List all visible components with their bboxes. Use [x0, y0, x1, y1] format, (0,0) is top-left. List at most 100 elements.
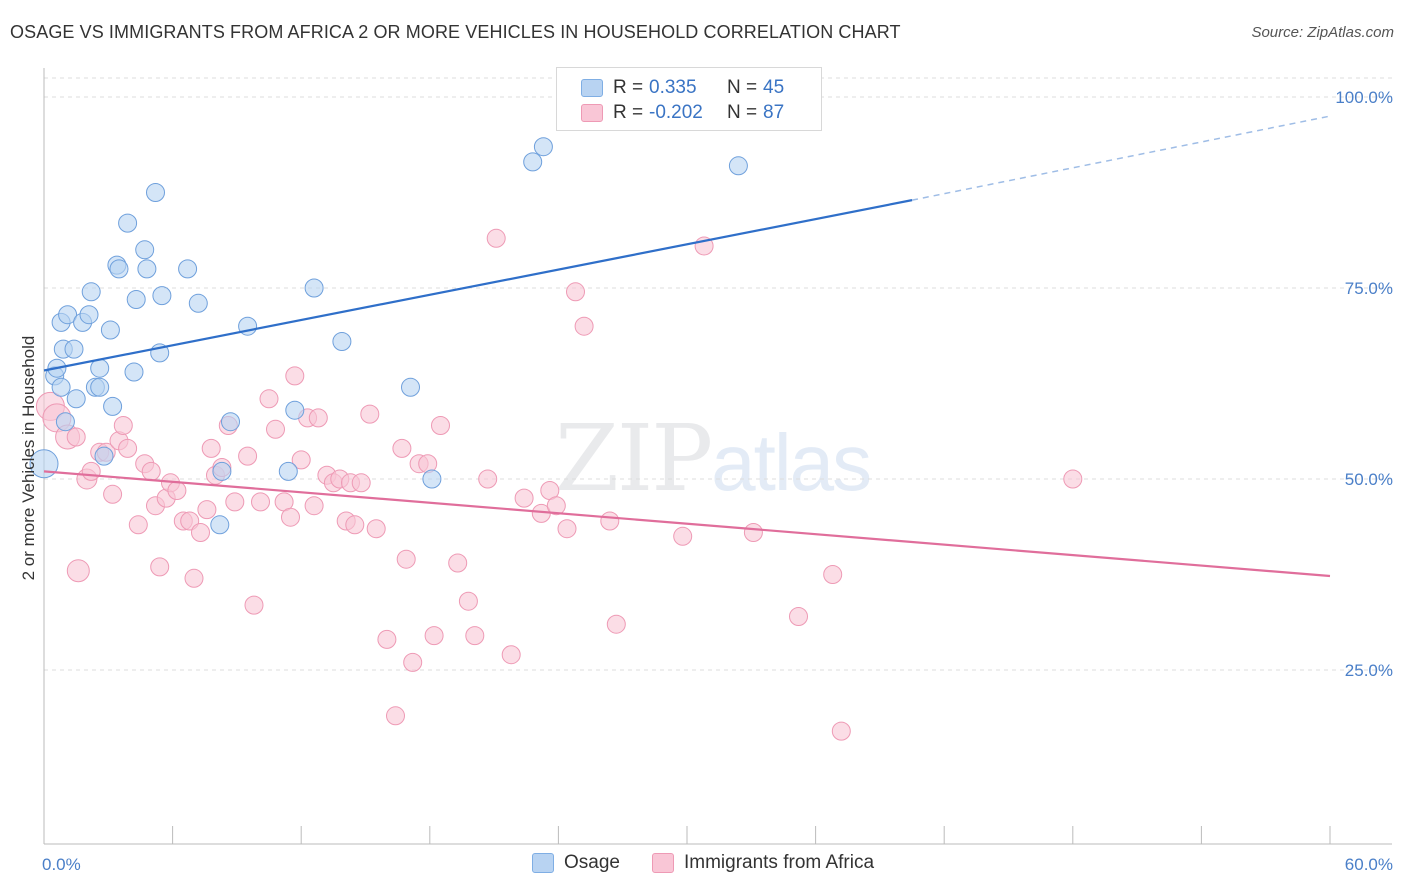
data-point [51, 377, 71, 397]
data-point [66, 559, 90, 583]
data-point [386, 706, 405, 726]
series-osage [29, 137, 748, 535]
data-point [422, 469, 442, 489]
data-point [94, 446, 114, 466]
data-point [728, 156, 748, 176]
data-point [465, 626, 485, 646]
data-point [789, 607, 808, 626]
data-point [184, 568, 204, 588]
data-point [278, 461, 298, 481]
data-point [431, 416, 450, 435]
data-point [743, 523, 763, 542]
watermark: ZIPatlas [555, 405, 872, 512]
data-point [64, 339, 84, 359]
legend-row-osage: R = 0.335 N = 45 [581, 76, 784, 100]
series-immigrants-from-africa [35, 228, 1083, 741]
data-point [514, 488, 534, 508]
data-point [251, 492, 270, 512]
y-tick-label: 25.0% [1345, 661, 1393, 680]
data-point [79, 305, 99, 325]
data-point [150, 557, 170, 577]
trend-line-africa [43, 470, 1331, 578]
data-point [285, 366, 305, 386]
data-point [113, 416, 133, 435]
data-point [351, 473, 371, 493]
data-point [501, 645, 521, 665]
data-point [546, 496, 566, 516]
x-tick-label: 0.0% [42, 855, 81, 874]
data-point [291, 450, 311, 470]
legend-item-osage: Osage [531, 852, 620, 874]
data-point [266, 419, 285, 439]
data-point [81, 282, 101, 302]
data-point [109, 259, 129, 279]
grid-lines [44, 77, 1392, 671]
y-tick-label: 50.0% [1345, 470, 1393, 489]
y-axis-label: 2 or more Vehicles in Household [19, 336, 38, 581]
legend-n-label: N = [727, 102, 758, 123]
legend-n-label: N = [727, 77, 758, 98]
data-point [557, 519, 577, 539]
data-point [308, 408, 328, 428]
trend-lines [43, 115, 1331, 578]
data-point [221, 412, 240, 432]
data-point [58, 305, 78, 325]
data-point [360, 404, 380, 424]
data-point [345, 515, 365, 535]
data-point [304, 496, 324, 516]
data-point [673, 526, 693, 546]
data-point [197, 500, 217, 520]
data-point [103, 396, 123, 416]
data-point [126, 290, 146, 309]
watermark-atlas: atlas [711, 418, 872, 507]
data-point [212, 461, 232, 481]
data-point [118, 438, 138, 458]
data-point [244, 595, 264, 615]
data-point [137, 259, 157, 279]
data-point [448, 553, 468, 573]
data-point [29, 449, 59, 479]
data-point [1063, 469, 1083, 489]
tick-labels: 25.0% 50.0% 75.0% 100.0% 0.0% 60.0% 2 or more … [19, 88, 1393, 874]
data-point [191, 523, 210, 542]
data-point [377, 629, 397, 649]
data-point [285, 400, 305, 420]
legend-swatch-africa [651, 853, 674, 873]
data-point [100, 320, 120, 340]
legend-r-value: 0.335 [649, 77, 697, 98]
legend-n-value: 45 [763, 77, 785, 98]
data-point [167, 481, 187, 500]
data-point [606, 614, 626, 634]
y-tick-label: 75.0% [1345, 279, 1393, 298]
y-tick-label: 100.0% [1335, 88, 1393, 107]
data-point [128, 515, 148, 535]
data-point [55, 412, 75, 432]
data-point [823, 565, 843, 584]
data-point [392, 438, 412, 458]
x-tick-label: 60.0% [1345, 855, 1393, 874]
data-point [152, 286, 172, 306]
data-point [478, 469, 498, 489]
data-point [458, 591, 478, 611]
data-point [600, 511, 620, 531]
legend-swatch-osage [581, 79, 603, 97]
data-point [201, 438, 221, 458]
legend-swatch-africa [581, 104, 603, 122]
data-point [135, 240, 155, 260]
data-point [831, 721, 851, 741]
watermark-zip: ZIP [555, 405, 713, 512]
data-point [103, 484, 123, 504]
data-point [304, 278, 324, 298]
trend-line-osage [43, 199, 913, 372]
data-point [486, 228, 506, 248]
data-point [118, 213, 138, 233]
source-label: Source: ZipAtlas.com [1251, 24, 1394, 41]
data-point [332, 332, 352, 351]
chart-title: OSAGE VS IMMIGRANTS FROM AFRICA 2 OR MOR… [10, 22, 901, 42]
legend-swatch-osage [531, 853, 554, 873]
legend-r-label: R = [613, 77, 644, 98]
legend-r-label: R = [613, 102, 644, 123]
series-legend: Osage Immigrants from Africa [0, 852, 1406, 874]
data-point [366, 519, 386, 539]
